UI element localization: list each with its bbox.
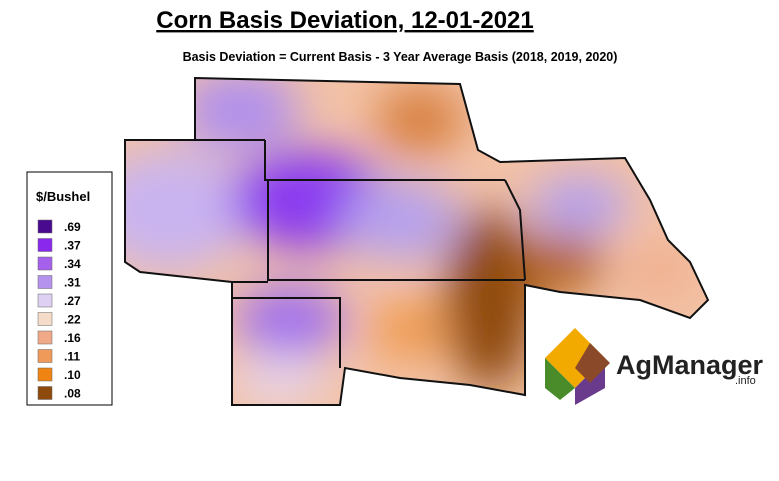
- legend-swatch: [37, 238, 53, 252]
- legend-label: .31: [64, 276, 81, 290]
- legend-items: .69 .37 .34 .31 .27 .22 .16 .11 .10 .08: [37, 219, 81, 401]
- logo: AgManager .info: [540, 325, 764, 405]
- legend-swatch: [37, 293, 53, 308]
- logo-suffix: .info: [735, 375, 756, 387]
- legend-label: .16: [64, 331, 81, 345]
- legend-label: .22: [64, 313, 81, 327]
- legend-label: .27: [64, 294, 81, 308]
- state-borders: [124, 76, 710, 406]
- legend-label: .34: [64, 257, 81, 271]
- legend-label: .10: [64, 368, 81, 382]
- logo-name: AgManager: [616, 350, 764, 380]
- legend-swatch: [37, 367, 53, 382]
- title: Corn Basis Deviation, 12-01-2021: [156, 7, 534, 34]
- legend-label: .11: [64, 350, 80, 364]
- legend-swatch: [37, 256, 53, 271]
- legend-label: .08: [64, 387, 81, 401]
- legend-swatch: [37, 330, 53, 345]
- legend-title: $/Bushel: [36, 189, 90, 204]
- legend-label: .37: [64, 239, 81, 253]
- legend-swatch: [37, 386, 53, 400]
- legend-swatch: [37, 312, 53, 326]
- legend-swatch: [37, 219, 53, 234]
- legend-swatch: [37, 349, 53, 363]
- subtitle: Basis Deviation = Current Basis - 3 Year…: [183, 50, 618, 64]
- legend-swatch: [37, 275, 53, 289]
- legend-label: .69: [64, 220, 81, 234]
